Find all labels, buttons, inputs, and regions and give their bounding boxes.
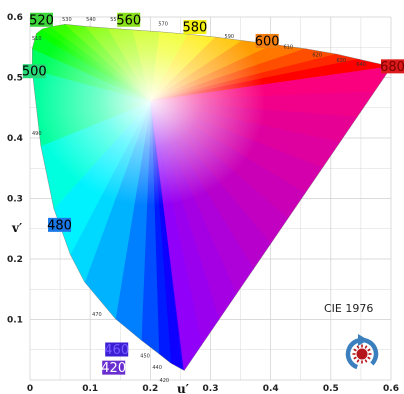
wavelength-label: 620 xyxy=(312,52,322,58)
wavelength-box xyxy=(22,64,46,79)
wavelength-box-label: 560 xyxy=(116,13,141,28)
wavelength-label: 510 xyxy=(32,36,42,42)
y-tick-label: 0.4 xyxy=(7,134,23,144)
wavelength-box-label: 500 xyxy=(22,65,47,80)
logo-ray xyxy=(356,359,360,363)
y-tick-label: 0.6 xyxy=(7,13,23,23)
y-tick-label: 0.3 xyxy=(7,195,23,205)
wavelength-box-label: 460 xyxy=(104,343,129,358)
wavelength-label: 640 xyxy=(356,62,366,68)
x-tick-label: 0.1 xyxy=(82,384,98,394)
spectral-locus xyxy=(31,24,392,371)
commons-logo-icon xyxy=(345,334,379,371)
wavelength-label: 590 xyxy=(225,34,235,40)
logo-ray xyxy=(356,345,360,349)
wavelength-labels-boxed: 520 560 580 600 680 500 480 460 420 xyxy=(22,12,404,376)
wavelength-box xyxy=(105,342,129,357)
x-tick-label: 0.4 xyxy=(263,384,279,394)
axis-ticks: 0 0.1 0.2 0.3 0.4 0.5 0.6 0.1 0.2 0.3 0.4 0.5 0.6 xyxy=(7,13,399,394)
wavelength-label: 470 xyxy=(92,312,102,318)
wavelength-label: 610 xyxy=(283,44,293,50)
chart-title: CIE 1976 xyxy=(324,302,373,315)
logo-ray xyxy=(353,348,357,352)
logo-ray xyxy=(364,345,368,349)
wavelength-label: 450 xyxy=(140,354,150,360)
wavelength-box-label: 420 xyxy=(101,361,126,376)
wavelength-box xyxy=(102,360,126,375)
logo-ray xyxy=(364,359,368,363)
x-tick-label: 0.6 xyxy=(383,384,399,394)
wavelength-label: 490 xyxy=(32,131,42,137)
logo-ray xyxy=(367,348,371,352)
y-axis-label: v′ xyxy=(11,221,22,235)
wavelength-box xyxy=(48,217,72,232)
x-tick-label: 0.2 xyxy=(142,384,158,394)
wavelength-box xyxy=(30,12,53,27)
wavelength-box xyxy=(381,59,404,74)
wavelength-box-label: 520 xyxy=(29,13,54,28)
wavelength-label: 570 xyxy=(158,21,168,27)
y-tick-label: 0.5 xyxy=(7,74,23,84)
x-tick-label: 0.3 xyxy=(203,384,219,394)
wavelength-box xyxy=(255,33,279,48)
wavelength-label: 440 xyxy=(152,365,162,371)
wavelength-label: 530 xyxy=(62,17,72,23)
y-tick-label: 0.1 xyxy=(7,316,23,326)
x-tick-label: 0.5 xyxy=(323,384,339,394)
x-axis-label: u′ xyxy=(177,382,189,394)
wavelength-box-label: 480 xyxy=(47,218,72,233)
wavelength-label: 630 xyxy=(336,58,346,64)
y-tick-label: 0.2 xyxy=(7,255,23,265)
wavelength-label: 550 xyxy=(110,17,120,23)
wavelength-label: 420 xyxy=(160,378,170,384)
wavelength-box-label: 600 xyxy=(255,34,280,49)
wavelength-box-label: 680 xyxy=(380,60,404,75)
wavelength-box-label: 580 xyxy=(183,21,208,36)
wavelength-box xyxy=(183,20,207,35)
logo-ray xyxy=(367,356,371,360)
x-tick-label: 0 xyxy=(27,384,33,394)
wavelength-box xyxy=(117,12,141,27)
logo-ray xyxy=(353,356,357,360)
wavelength-label: 540 xyxy=(86,17,96,23)
